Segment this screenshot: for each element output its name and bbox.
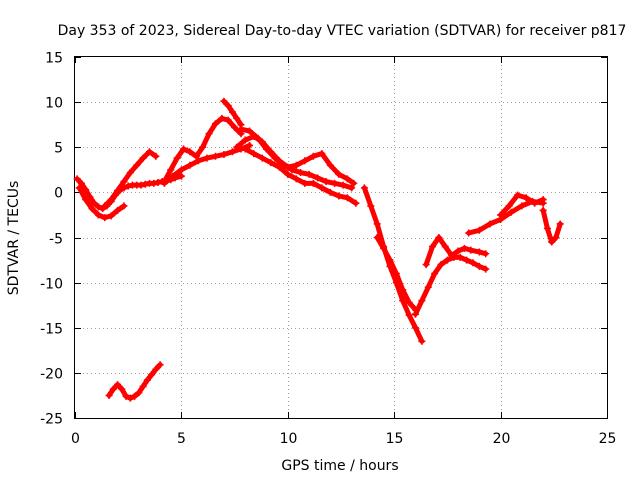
x-tick-label: 25 [599, 431, 617, 447]
series-arc-rise [101, 148, 160, 210]
x-axis-label: GPS time / hours [281, 458, 398, 474]
series-arc-late [539, 206, 564, 246]
data-point [556, 220, 564, 228]
series-arc-evening-b [497, 191, 547, 219]
data-point [482, 265, 490, 273]
series-trace [406, 299, 418, 313]
data-point [350, 179, 358, 187]
series-trace [412, 325, 425, 344]
plot-frame [74, 56, 608, 419]
y-tick-label: -25 [40, 412, 63, 428]
chart-title: Day 353 of 2023, Sidereal Day-to-day VTE… [58, 23, 627, 39]
series-trace [393, 280, 406, 304]
series-trace [232, 124, 244, 137]
grid-layer [75, 57, 607, 418]
series-arc-recovery-b [422, 234, 490, 269]
y-tick-label: 10 [45, 96, 63, 112]
data-point [348, 184, 356, 192]
series-arc-recovery [411, 253, 490, 318]
y-tick-label: -15 [40, 322, 63, 338]
x-tick-label: 20 [493, 431, 511, 447]
series-arc-noon-c [241, 145, 360, 207]
data-point [245, 141, 253, 149]
series-trace [400, 298, 412, 318]
y-tick-label: 5 [54, 141, 63, 157]
axis-ticks [75, 57, 608, 419]
data-point [352, 199, 360, 207]
series-trace [361, 185, 374, 209]
series-arc-drop-b [373, 234, 419, 314]
series-trace [387, 263, 399, 286]
data-point [177, 172, 185, 180]
y-axis-label: SDTVAR / TECUs [6, 181, 22, 296]
y-tick-label: 0 [54, 186, 63, 202]
series-trace [393, 271, 406, 293]
data-point [539, 196, 547, 204]
x-tick-label: 15 [386, 431, 404, 447]
series-trace [423, 244, 436, 268]
series-arc-hump [160, 114, 245, 186]
data-point [418, 337, 426, 345]
x-tick-label: 5 [177, 431, 186, 447]
axis-tick-labels: 0 5 10 15 20 25 15 10 5 0 -5 -10 -15 -20 -25 [40, 51, 616, 448]
data-point [482, 250, 490, 258]
series-arc-negative [105, 361, 164, 402]
data-point [152, 152, 160, 160]
series-trace [368, 203, 380, 227]
data-marks [73, 97, 564, 402]
series-trace [344, 195, 359, 206]
series-arc-peak [220, 97, 245, 129]
x-tick-label: 10 [280, 431, 298, 447]
x-tick-label: 0 [71, 431, 80, 447]
y-tick-label: -20 [40, 367, 63, 383]
y-tick-label: -10 [40, 277, 63, 293]
series-arc-early-low [75, 184, 128, 222]
series-arc-noon-b [233, 132, 358, 187]
y-tick-label: -5 [49, 232, 63, 248]
data-point [120, 202, 128, 210]
data-point [156, 361, 164, 369]
series-arc-evening [465, 197, 547, 237]
y-tick-label: 15 [45, 51, 63, 67]
